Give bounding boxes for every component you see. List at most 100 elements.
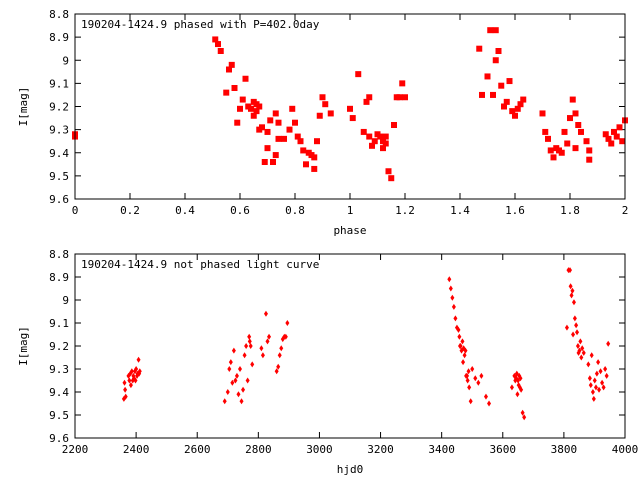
unphased-y-axis-label: I[mag] [17, 326, 30, 366]
data-point [256, 103, 263, 110]
unphased-y-tick-label: 8.8 [49, 248, 69, 261]
phased-y-tick-label: 8.8 [49, 8, 69, 21]
unphased-y-tick-label: 9 [62, 294, 69, 307]
data-point [518, 375, 523, 382]
unphased-x-tick-label: 3400 [428, 443, 455, 456]
data-point [605, 135, 612, 142]
data-point [567, 115, 573, 122]
data-point [388, 175, 395, 182]
data-point [134, 366, 139, 372]
data-point [572, 110, 579, 117]
data-point [569, 96, 576, 103]
data-point [274, 368, 279, 375]
data-point [564, 140, 571, 147]
data-point [572, 145, 579, 152]
data-point [456, 326, 461, 333]
data-point [453, 315, 458, 322]
data-point [561, 128, 568, 135]
phased-x-tick-label: 0 [72, 204, 79, 217]
data-point [506, 78, 513, 85]
data-point [574, 322, 579, 329]
data-point [586, 156, 593, 163]
data-point [596, 359, 601, 366]
data-point [259, 345, 264, 352]
data-point [462, 352, 467, 359]
data-point [490, 91, 496, 98]
unphased-y-tick-label: 9.6 [49, 432, 69, 445]
data-point [448, 285, 453, 292]
data-point [487, 27, 494, 34]
data-point [371, 138, 378, 145]
data-point [396, 94, 403, 101]
unphased-x-tick-label: 3800 [551, 443, 578, 456]
data-point [228, 359, 233, 366]
data-point [570, 287, 575, 294]
data-point [467, 384, 472, 391]
data-point [327, 110, 334, 117]
data-point [568, 283, 573, 290]
unphased-plot-frame [74, 253, 626, 439]
phased-x-tick-label: 1.2 [395, 204, 415, 217]
data-point [128, 382, 133, 389]
data-point [515, 391, 520, 398]
data-point [316, 112, 323, 119]
data-point [283, 333, 288, 340]
data-point [267, 333, 272, 340]
data-point [547, 147, 554, 154]
phased-y-tick-label: 9.6 [49, 193, 69, 206]
data-point [575, 122, 582, 128]
phased-y-axis-label: I[mag] [17, 87, 30, 127]
data-point [123, 393, 128, 400]
data-point [578, 338, 583, 345]
data-point [366, 94, 373, 101]
data-point [363, 98, 370, 105]
phased-x-tick-label: 0.8 [285, 204, 305, 217]
data-point [542, 128, 549, 135]
data-point [267, 117, 274, 124]
data-point [512, 112, 518, 119]
data-point [476, 45, 483, 52]
data-point [242, 352, 247, 359]
data-point [285, 320, 290, 326]
data-point [603, 366, 608, 372]
data-point [248, 343, 253, 349]
data-point [484, 73, 491, 80]
data-point [479, 372, 484, 379]
data-point [465, 377, 470, 384]
data-point [450, 294, 455, 301]
data-point [463, 347, 468, 354]
data-point [236, 391, 241, 398]
data-point [616, 124, 623, 131]
phased-chart-title: 190204-1424.9 phased with P=402.0day [81, 18, 320, 31]
data-point [594, 370, 599, 377]
data-point [586, 147, 593, 154]
data-point [265, 338, 270, 345]
data-point [385, 168, 392, 175]
data-point [575, 329, 580, 336]
data-point [492, 27, 499, 34]
data-point [564, 324, 569, 331]
data-point [369, 142, 375, 149]
unphased-data-points [121, 267, 611, 421]
data-point [311, 165, 318, 172]
unphased-x-tick-label: 2800 [245, 443, 272, 456]
data-point [123, 386, 128, 393]
data-point [468, 398, 473, 405]
data-point [233, 377, 238, 384]
data-point [347, 105, 353, 112]
data-point [281, 135, 287, 142]
data-point [226, 66, 232, 73]
data-point [250, 361, 255, 368]
data-point [294, 133, 301, 140]
data-point [277, 352, 282, 359]
data-point [286, 126, 293, 133]
phased-x-axis-label: phase [333, 224, 366, 237]
data-point [514, 105, 521, 112]
data-point [127, 377, 132, 384]
data-point [608, 140, 615, 147]
data-point [597, 386, 602, 393]
data-point [259, 124, 265, 131]
unphased-x-tick-label: 3000 [306, 443, 333, 456]
data-point [237, 105, 243, 112]
